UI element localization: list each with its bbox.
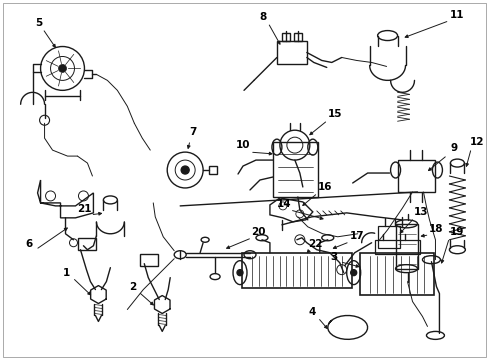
Text: 1: 1 bbox=[63, 267, 70, 278]
Text: 14: 14 bbox=[276, 199, 291, 209]
Bar bbox=[78, 238, 96, 250]
Text: 2: 2 bbox=[128, 282, 136, 292]
Text: 11: 11 bbox=[449, 10, 464, 20]
Bar bbox=[397, 160, 435, 192]
Text: 13: 13 bbox=[413, 207, 428, 217]
Text: 15: 15 bbox=[327, 109, 341, 119]
Text: 17: 17 bbox=[348, 231, 363, 241]
Text: 9: 9 bbox=[450, 143, 457, 153]
Bar bbox=[359, 253, 433, 294]
Text: 3: 3 bbox=[329, 252, 337, 262]
Text: 6: 6 bbox=[25, 239, 32, 249]
Text: 8: 8 bbox=[259, 12, 266, 22]
Text: 5: 5 bbox=[35, 18, 42, 28]
Circle shape bbox=[237, 270, 243, 276]
Bar bbox=[140, 254, 158, 266]
Text: 10: 10 bbox=[235, 140, 250, 150]
Bar bbox=[293, 32, 301, 41]
Circle shape bbox=[59, 64, 66, 72]
Bar bbox=[374, 240, 419, 254]
Bar bbox=[276, 41, 306, 64]
Text: 12: 12 bbox=[469, 137, 484, 147]
Text: 22: 22 bbox=[308, 239, 323, 249]
Text: 4: 4 bbox=[307, 307, 315, 318]
Bar bbox=[242, 253, 351, 288]
Text: 7: 7 bbox=[189, 127, 197, 137]
Text: 21: 21 bbox=[77, 204, 92, 214]
Bar bbox=[272, 142, 317, 197]
Bar bbox=[395, 224, 417, 269]
Text: 18: 18 bbox=[428, 224, 443, 234]
Bar bbox=[377, 226, 399, 248]
Bar bbox=[281, 32, 289, 41]
Circle shape bbox=[181, 166, 189, 174]
Circle shape bbox=[350, 270, 356, 276]
Text: 19: 19 bbox=[449, 227, 464, 237]
Bar bbox=[209, 166, 217, 174]
Text: 16: 16 bbox=[317, 182, 331, 192]
Text: 20: 20 bbox=[250, 227, 264, 237]
